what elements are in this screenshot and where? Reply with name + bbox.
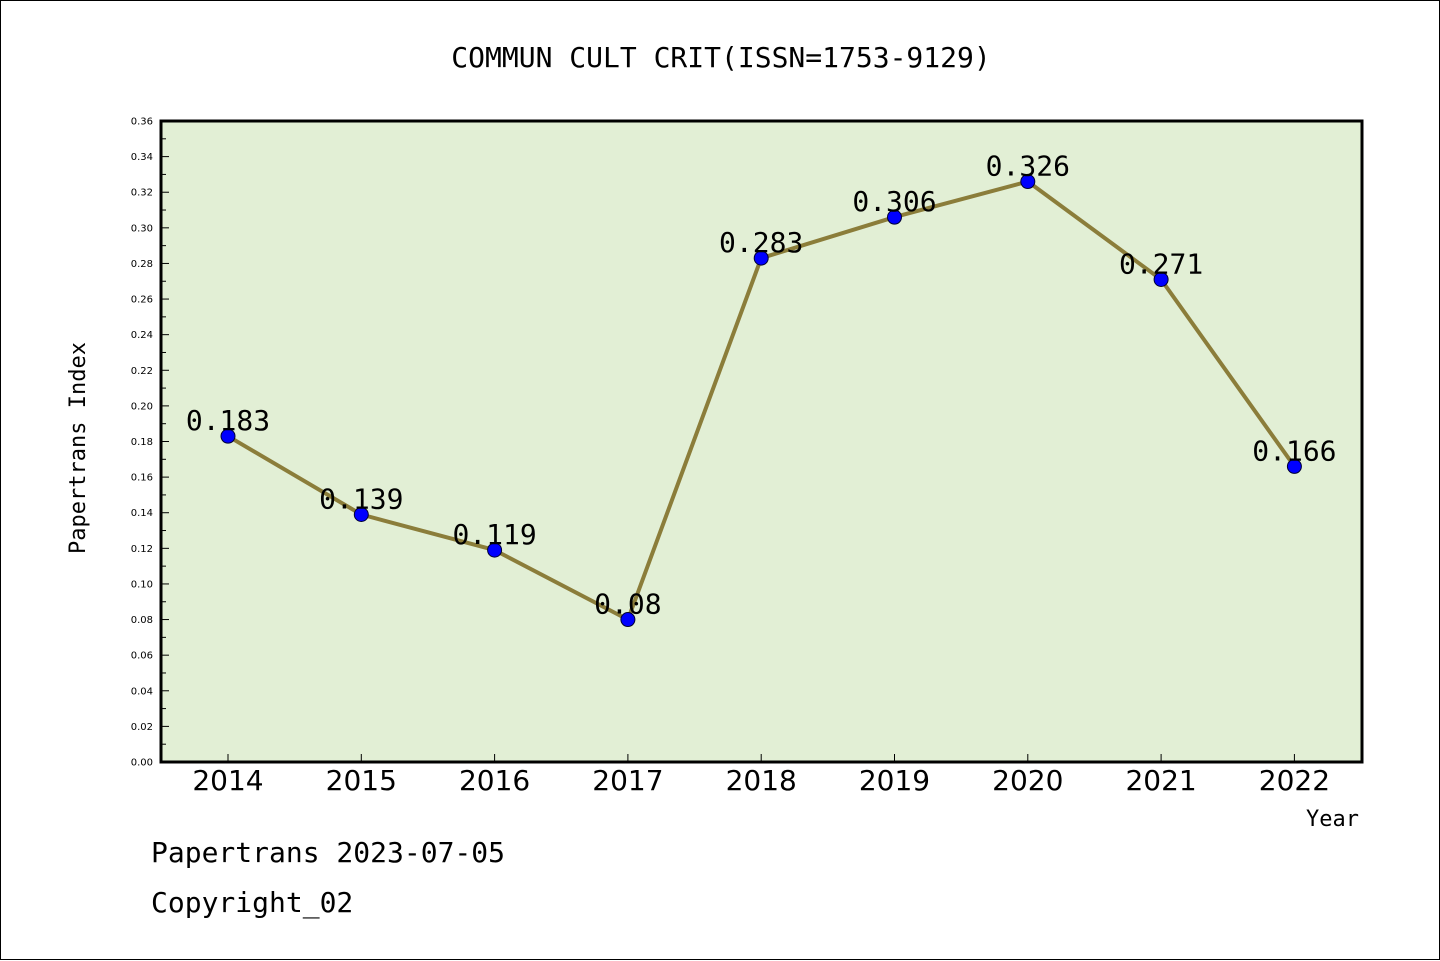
x-tick-label: 2019 (859, 764, 930, 797)
x-tick-label: 2022 (1259, 764, 1330, 797)
y-tick-label: 0.00 (131, 758, 153, 769)
data-label: 0.119 (452, 518, 536, 551)
data-point-marker (887, 209, 902, 225)
y-tick-label: 0.12 (131, 544, 153, 555)
y-tick-label: 0.30 (131, 223, 153, 234)
y-tick-label: 0.02 (131, 722, 153, 733)
y-tick-label: 0.26 (131, 295, 153, 306)
x-tick-label: 2018 (726, 764, 797, 797)
x-axis-ticks: 2014 2015 2016 2017 2018 2019 2020 2021 2022 (192, 754, 1330, 797)
y-tick-label: 0.36 (131, 117, 153, 128)
y-tick-label: 0.22 (131, 366, 153, 377)
data-point-marker (1020, 174, 1036, 190)
plot-area (161, 121, 1362, 762)
data-label: 0.08 (594, 588, 661, 621)
y-tick-label: 0.10 (131, 579, 153, 590)
y-tick-label: 0.32 (131, 188, 153, 199)
y-tick-label: 0.18 (131, 437, 153, 448)
chart-title: COMMUN CULT CRIT(ISSN=1753-9129) (451, 41, 990, 74)
x-tick-label: 2017 (592, 764, 663, 797)
data-label: 0.166 (1252, 434, 1336, 467)
y-tick-label: 0.16 (131, 473, 153, 484)
data-point-marker (353, 507, 369, 523)
data-label: 0.139 (319, 483, 403, 516)
data-point-marker (620, 612, 636, 628)
y-tick-label: 0.34 (131, 152, 153, 163)
y-tick-label: 0.08 (131, 615, 153, 626)
data-point-marker (1286, 458, 1302, 474)
y-tick-label: 0.14 (131, 508, 153, 519)
y-tick-label: 0.20 (131, 401, 153, 412)
footer-copyright-line: Copyright_02 (151, 886, 354, 919)
data-point-marker (1153, 271, 1169, 287)
data-point-marker (753, 250, 769, 266)
data-label: 0.183 (186, 404, 270, 437)
plot-frame (159, 119, 1364, 764)
data-point-marker (220, 428, 236, 444)
data-label: 0.271 (1119, 247, 1203, 280)
y-tick-label: 0.06 (131, 651, 153, 662)
x-tick-label: 2016 (459, 764, 530, 797)
x-tick-label: 2015 (326, 764, 397, 797)
y-axis-label: Papertrans Index (66, 342, 91, 554)
x-tick-label: 2020 (992, 764, 1063, 797)
y-axis-ticks: 0.00 0.02 0.04 0.06 0.08 0.10 0.12 0.14 0.16 0.18… (131, 117, 169, 769)
data-point-marker (487, 542, 503, 558)
data-label: 0.306 (852, 185, 936, 218)
data-label: 0.283 (719, 226, 803, 259)
x-tick-label: 2021 (1125, 764, 1196, 797)
y-tick-label: 0.28 (131, 259, 153, 270)
data-labels: 0.183 0.139 0.119 0.08 0.283 0.306 0.326 0.271 0… (186, 150, 1337, 621)
data-label: 0.326 (986, 150, 1070, 183)
y-tick-label: 0.04 (131, 686, 153, 697)
footer-date-line: Papertrans 2023-07-05 (151, 836, 506, 869)
y-tick-label: 0.24 (131, 330, 153, 341)
x-axis-label: Year (1306, 807, 1359, 832)
series-markers (220, 174, 1302, 628)
x-tick-label: 2014 (192, 764, 263, 797)
